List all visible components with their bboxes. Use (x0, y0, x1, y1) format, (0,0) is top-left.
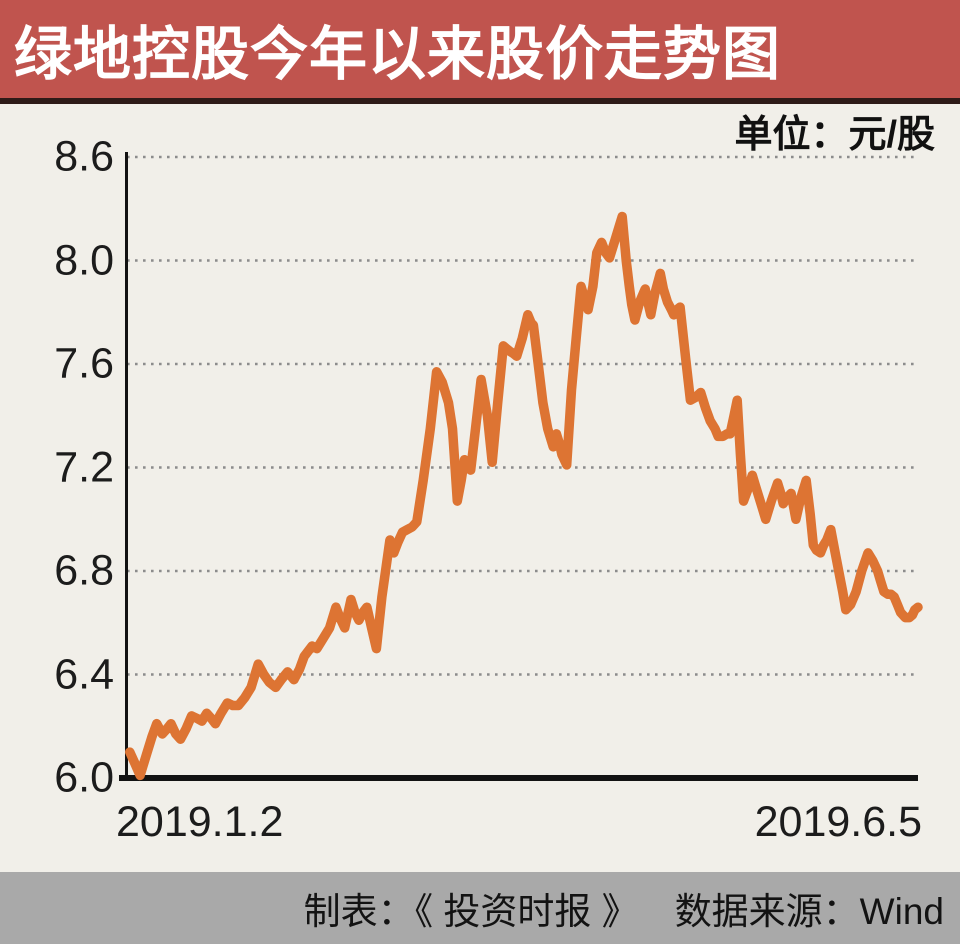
y-tick-label: 8.6 (54, 132, 114, 181)
chart-title: 绿地控股今年以来股价走势图 (14, 22, 782, 87)
x-end-label: 2019.6.5 (754, 798, 922, 846)
y-tick-label: 6.8 (54, 546, 114, 595)
credit-label: 制表：《 投资时报 》 (303, 891, 639, 932)
y-tick-label: 8.0 (54, 236, 114, 284)
header-divider (0, 98, 960, 104)
source-label: 数据来源：Wind (674, 891, 944, 932)
y-axis-labels: 8.6 8.0 7.6 7.2 6.8 6.4 6.0 (0, 0, 114, 850)
price-line (125, 211, 923, 781)
y-tick-label: 6.4 (54, 650, 114, 698)
unit-label: 单位：元/股 (734, 113, 935, 156)
y-tick-label: 7.6 (54, 339, 114, 388)
header-bar: 绿地控股今年以来股价走势图 (0, 0, 960, 98)
y-tick-label: 7.2 (54, 443, 114, 491)
x-start-label: 2019.1.2 (116, 798, 284, 846)
y-tick-label: 6.0 (54, 753, 114, 802)
footer-bar: 制表：《 投资时报 》 数据来源：Wind (0, 872, 960, 944)
